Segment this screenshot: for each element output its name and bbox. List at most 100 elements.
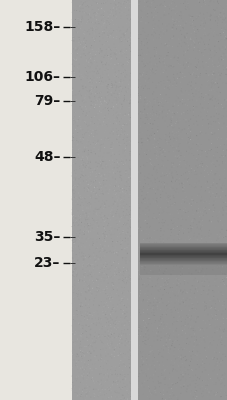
Point	[71, 364, 74, 371]
Point	[75, 308, 79, 314]
Point	[127, 56, 131, 63]
Point	[182, 326, 186, 332]
Point	[146, 175, 150, 182]
Point	[216, 341, 220, 348]
Point	[189, 86, 193, 93]
Point	[188, 228, 192, 234]
Point	[94, 192, 98, 198]
Point	[84, 106, 88, 112]
Point	[88, 281, 91, 288]
Point	[153, 139, 157, 145]
Point	[102, 299, 105, 306]
Point	[76, 129, 79, 136]
Point	[194, 388, 198, 394]
Point	[162, 364, 165, 370]
Point	[220, 14, 223, 20]
Point	[144, 297, 148, 303]
Point	[76, 293, 79, 300]
Point	[138, 164, 142, 170]
Point	[100, 270, 104, 276]
Point	[154, 110, 158, 117]
Point	[87, 55, 91, 62]
Point	[123, 331, 127, 337]
Point	[212, 0, 216, 4]
Point	[161, 28, 165, 34]
Point	[166, 39, 170, 46]
Point	[105, 70, 109, 76]
Point	[175, 103, 179, 109]
Point	[87, 262, 91, 268]
Point	[123, 47, 126, 54]
Point	[207, 169, 211, 176]
Point	[104, 127, 107, 133]
Point	[190, 366, 194, 373]
Point	[188, 381, 191, 387]
Point	[176, 346, 180, 353]
Point	[185, 159, 188, 165]
Point	[90, 277, 94, 284]
Point	[182, 199, 185, 206]
Point	[202, 0, 205, 4]
Point	[114, 322, 117, 329]
Point	[177, 123, 181, 130]
Point	[179, 213, 183, 219]
Point	[172, 266, 176, 272]
Point	[89, 102, 92, 108]
Point	[184, 62, 188, 68]
Point	[76, 256, 80, 262]
Point	[91, 238, 94, 245]
Point	[218, 17, 222, 24]
Point	[120, 122, 123, 129]
Point	[207, 244, 210, 250]
Point	[148, 305, 152, 312]
Point	[140, 200, 143, 206]
Point	[154, 67, 158, 73]
Point	[95, 98, 99, 104]
Point	[76, 300, 79, 306]
Point	[90, 368, 93, 374]
Point	[212, 6, 216, 12]
Point	[125, 382, 128, 388]
Point	[155, 183, 158, 190]
Point	[192, 139, 196, 145]
Point	[84, 238, 88, 245]
Point	[89, 172, 92, 178]
Point	[112, 183, 116, 190]
Point	[87, 253, 91, 260]
Point	[117, 292, 120, 299]
Point	[117, 159, 121, 165]
Point	[75, 373, 79, 379]
Point	[222, 182, 225, 189]
Point	[81, 203, 84, 209]
Point	[175, 136, 179, 142]
Point	[76, 16, 80, 22]
Point	[107, 230, 111, 236]
Point	[162, 367, 166, 373]
Point	[70, 162, 74, 169]
Point	[103, 59, 106, 65]
Point	[157, 211, 161, 218]
Point	[140, 275, 144, 281]
Point	[76, 233, 80, 240]
Point	[89, 195, 92, 202]
Point	[84, 350, 87, 356]
Point	[86, 222, 90, 229]
Point	[112, 395, 115, 400]
Point	[94, 23, 98, 30]
Point	[113, 364, 117, 370]
Point	[77, 73, 81, 79]
Point	[154, 143, 158, 150]
Point	[156, 253, 159, 260]
Point	[124, 353, 128, 359]
Point	[159, 99, 163, 106]
Point	[175, 315, 179, 321]
Point	[199, 17, 202, 23]
Point	[98, 254, 101, 261]
Point	[109, 325, 112, 332]
Point	[118, 276, 121, 282]
Point	[176, 336, 180, 342]
Point	[119, 330, 123, 336]
Point	[190, 55, 194, 62]
Point	[151, 220, 155, 226]
Point	[87, 138, 90, 145]
